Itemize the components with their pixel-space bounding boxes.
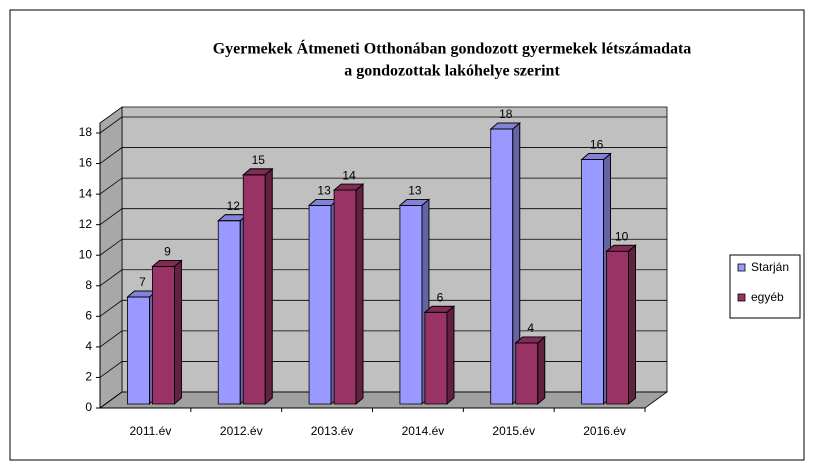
value-label: 6 xyxy=(437,291,444,305)
value-label: 18 xyxy=(499,107,513,121)
y-tick-label: 4 xyxy=(85,339,92,353)
bar-front xyxy=(581,159,604,405)
bar-front xyxy=(424,311,448,405)
value-label: 13 xyxy=(408,184,422,198)
y-tick-label: 10 xyxy=(79,247,93,261)
bar-side-shade xyxy=(446,305,455,405)
bar-front xyxy=(606,250,629,405)
bar-side-shade xyxy=(264,167,273,405)
value-label: 4 xyxy=(527,321,534,335)
grid-line xyxy=(99,269,667,287)
bar-front xyxy=(399,204,423,405)
legend-swatch xyxy=(737,293,746,302)
y-tick-label: 16 xyxy=(79,156,93,170)
bar xyxy=(605,244,637,405)
bar-side-shade xyxy=(174,259,182,405)
x-tick-label: 2015.év xyxy=(492,424,535,438)
bar-side-shade xyxy=(537,336,546,405)
legend-label: egyéb xyxy=(751,290,784,304)
bar-front xyxy=(308,204,332,405)
grid-line xyxy=(99,177,667,195)
grid-line xyxy=(99,116,667,134)
bar-top-shade xyxy=(514,336,546,344)
bar-top-shade xyxy=(489,122,521,130)
bar-front xyxy=(333,189,357,405)
bar xyxy=(333,183,365,405)
y-tick-label: 14 xyxy=(79,186,93,200)
x-tick-label: 2016.év xyxy=(583,424,626,438)
side-wall xyxy=(99,106,123,409)
value-label: 9 xyxy=(164,245,171,259)
bar-front xyxy=(152,266,175,405)
value-label: 12 xyxy=(227,199,241,213)
value-label: 16 xyxy=(590,138,604,152)
bar-front xyxy=(515,342,539,405)
grid-line xyxy=(99,330,667,348)
grid-line xyxy=(99,361,667,378)
value-label: 15 xyxy=(252,153,266,167)
chart-title: Gyermekek Átmeneti Otthonában gondozott … xyxy=(213,39,692,58)
value-label: 7 xyxy=(139,275,146,289)
bar-top-shade xyxy=(398,198,430,206)
bar-front xyxy=(490,128,514,405)
grid-line xyxy=(99,391,667,409)
y-tick-label: 2 xyxy=(85,370,92,384)
bar-side-shade xyxy=(628,244,636,405)
x-tick-label: 2014.év xyxy=(402,424,445,438)
chart-subtitle: a gondozottak lakóhelye szerint xyxy=(344,63,560,80)
grid-line xyxy=(99,208,667,225)
x-tick-label: 2012.év xyxy=(220,424,263,438)
value-label: 14 xyxy=(342,168,356,182)
y-tick-label: 8 xyxy=(85,278,92,292)
value-label: 13 xyxy=(317,184,331,198)
bar-top-shade xyxy=(423,305,455,313)
bar xyxy=(308,198,340,405)
bar xyxy=(242,167,274,405)
value-label: 10 xyxy=(615,229,629,243)
grid-line xyxy=(99,238,667,256)
bar-top-shade xyxy=(605,244,637,252)
bar xyxy=(514,336,546,405)
bar-front xyxy=(127,296,150,405)
y-tick-label: 12 xyxy=(79,217,93,231)
bar-top-shade xyxy=(580,153,612,160)
bar-top-shade xyxy=(151,260,183,267)
bar-top-shade xyxy=(333,183,365,191)
x-tick-label: 2011.év xyxy=(130,424,172,438)
y-tick-label: 18 xyxy=(79,125,93,139)
grid-line xyxy=(99,299,667,317)
bar-top-shade xyxy=(242,168,274,176)
y-tick-label: 6 xyxy=(85,309,92,323)
bar xyxy=(151,259,183,405)
x-tick-label: 2013.év xyxy=(311,424,354,438)
legend-swatch xyxy=(737,263,746,272)
grid-line xyxy=(99,147,667,164)
legend-label: Starján xyxy=(751,260,789,274)
bar xyxy=(423,305,455,405)
bar-front xyxy=(217,220,241,405)
bar xyxy=(489,122,521,405)
bar-front xyxy=(242,174,266,405)
y-tick-label: 0 xyxy=(85,400,92,414)
bar-side-shade xyxy=(355,183,364,405)
